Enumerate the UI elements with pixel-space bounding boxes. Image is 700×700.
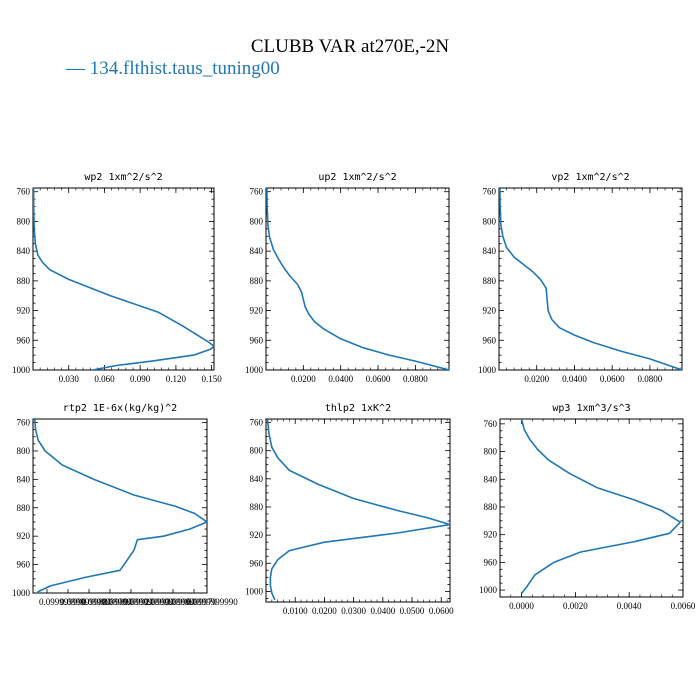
- series-line-panel-4: [33, 419, 207, 593]
- x-tick-label: 0.0300: [341, 606, 366, 616]
- x-tick-label: 0.120: [166, 374, 187, 384]
- x-tick-label: 0.0200: [524, 374, 549, 384]
- x-tick-label: 0.0200: [291, 374, 316, 384]
- x-tick-label: 0.099999990: [39, 597, 87, 607]
- x-tick-label: 0.0400: [328, 374, 353, 384]
- x-tick-label: 0.0500: [400, 606, 425, 616]
- y-tick-label: 920: [483, 306, 497, 316]
- y-tick-label: 840: [484, 474, 498, 484]
- y-tick-label: 800: [17, 216, 31, 226]
- y-tick-label: 760: [17, 418, 31, 428]
- y-tick-label: 880: [484, 502, 498, 512]
- panel-frame-4: [32, 418, 208, 594]
- legend-label: 134.flthist.taus_tuning00: [89, 58, 280, 79]
- x-tick-label: 0.0999999920: [102, 597, 154, 607]
- x-tick-label: 0.0800: [403, 374, 428, 384]
- y-tick-label: 760: [484, 419, 498, 429]
- y-tick-label: 760: [250, 187, 264, 197]
- y-tick-label: 1000: [12, 588, 31, 598]
- y-tick-label: 840: [17, 474, 31, 484]
- y-tick-label: 840: [17, 246, 31, 256]
- y-tick-label: 880: [250, 502, 264, 512]
- panel-title-6: wp3 1xm^3/s^3: [552, 403, 630, 414]
- x-tick-label: 0.0999999990: [186, 597, 238, 607]
- y-tick-label: 840: [483, 246, 497, 256]
- x-tick-label: 0.0999999880: [60, 597, 112, 607]
- x-tick-label: 0.0020: [563, 601, 588, 611]
- panel-frame-2: [265, 187, 450, 371]
- y-tick-label: 760: [17, 187, 31, 197]
- figure-title: CLUBB VAR at270E,-2N: [250, 36, 450, 57]
- y-tick-label: 800: [17, 446, 31, 456]
- panel-title-3: vp2 1xm^2/s^2: [551, 172, 629, 183]
- x-tick-label: 0.0040: [617, 601, 642, 611]
- y-tick-label: 960: [483, 335, 497, 345]
- x-tick-label: 0.0999999930: [123, 597, 175, 607]
- x-tick-label: 0.030: [59, 374, 80, 384]
- legend-entry: — 134.flthist.taus_tuning00: [66, 58, 280, 80]
- x-tick-label: 0.0400: [370, 606, 395, 616]
- series-line-panel-6: [520, 419, 682, 594]
- y-tick-label: 840: [250, 474, 264, 484]
- y-tick-label: 920: [17, 306, 31, 316]
- y-tick-label: 1000: [479, 585, 498, 595]
- x-tick-label: 0.0999999960: [144, 597, 196, 607]
- y-tick-label: 920: [484, 530, 498, 540]
- y-tick-label: 800: [484, 447, 498, 457]
- y-tick-label: 880: [17, 503, 31, 513]
- x-tick-label: 0.150: [201, 374, 222, 384]
- x-tick-label: 0.0600: [600, 374, 625, 384]
- x-tick-label: 0.0800: [638, 374, 663, 384]
- series-line-panel-2: [266, 188, 449, 370]
- x-tick-label: 0.0200: [312, 606, 337, 616]
- y-tick-label: 960: [484, 557, 498, 567]
- y-tick-label: 920: [250, 530, 264, 540]
- y-tick-label: 880: [483, 276, 497, 286]
- panel-frame-1: [32, 187, 215, 371]
- y-tick-label: 800: [483, 216, 497, 226]
- y-tick-label: 960: [250, 558, 264, 568]
- x-tick-label: 0.060: [94, 374, 115, 384]
- y-tick-label: 880: [250, 276, 264, 286]
- x-tick-label: 0.0100: [283, 606, 308, 616]
- x-tick-label: 0.0400: [562, 374, 587, 384]
- panel-frame-6: [499, 418, 684, 598]
- y-tick-label: 760: [483, 187, 497, 197]
- y-tick-label: 840: [250, 246, 264, 256]
- x-tick-label: 0.0999999890: [81, 597, 133, 607]
- x-tick-label: 0.0999999970: [165, 597, 217, 607]
- y-tick-label: 1000: [245, 586, 264, 596]
- y-tick-label: 920: [250, 306, 264, 316]
- x-tick-label: 0.090: [130, 374, 151, 384]
- legend-line-marker: —: [66, 58, 90, 79]
- panel-frame-3: [498, 187, 683, 371]
- x-tick-label: 0.0000: [509, 601, 534, 611]
- y-tick-label: 800: [250, 216, 264, 226]
- panel-title-1: wp2 1xm^2/s^2: [84, 172, 162, 183]
- series-line-panel-3: [499, 188, 682, 370]
- series-line-panel-5: [266, 419, 450, 601]
- panel-title-2: up2 1xm^2/s^2: [318, 172, 396, 183]
- series-line-panel-1: [33, 188, 214, 370]
- x-tick-label: 0.0600: [366, 374, 391, 384]
- y-tick-label: 960: [250, 335, 264, 345]
- y-tick-label: 1000: [245, 365, 264, 375]
- y-tick-label: 760: [250, 418, 264, 428]
- y-tick-label: 920: [17, 531, 31, 541]
- y-tick-label: 1000: [478, 365, 497, 375]
- y-tick-label: 1000: [12, 365, 31, 375]
- y-tick-label: 960: [17, 335, 31, 345]
- y-tick-label: 880: [17, 276, 31, 286]
- x-tick-label: 0.0600: [429, 606, 454, 616]
- panel-title-5: thlp2 1xK^2: [325, 403, 391, 414]
- x-tick-label: 0.0060: [671, 601, 696, 611]
- panel-title-4: rtp2 1E-6x(kg/kg)^2: [63, 403, 177, 414]
- y-tick-label: 960: [17, 560, 31, 570]
- panel-frame-5: [265, 418, 451, 603]
- y-tick-label: 800: [250, 446, 264, 456]
